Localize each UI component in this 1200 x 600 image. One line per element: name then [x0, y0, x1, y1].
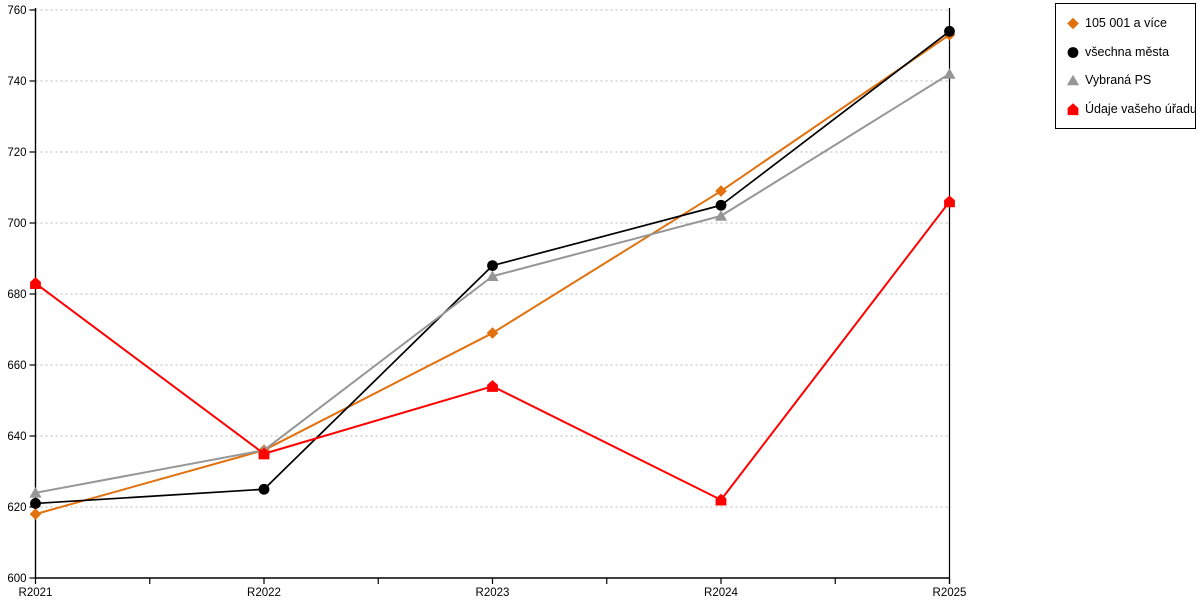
series-line [34, 201, 951, 501]
data-point [944, 25, 955, 37]
legend-label: 105 001 a více [1085, 16, 1168, 31]
data-point [30, 277, 41, 289]
data-point [715, 185, 727, 197]
x-tick-label: R2022 [247, 587, 281, 599]
data-point [487, 260, 498, 271]
data-point [943, 68, 956, 79]
triangle-glyph [1066, 74, 1080, 86]
legend-label: Vybraná PS [1085, 73, 1152, 88]
x-tick-label: R2024 [704, 587, 738, 599]
circle-marker-icon [1067, 46, 1079, 58]
data-point [714, 210, 728, 221]
legend-item-vsechna-mesta: všechna města [1065, 39, 1191, 65]
x-tick-label: R2023 [476, 587, 510, 599]
y-tick-label: 760 [7, 5, 26, 17]
diamond-glyph [1067, 17, 1079, 30]
y-tick-label: 740 [7, 76, 26, 88]
diamond-marker-icon [1067, 17, 1079, 30]
y-tick-label: 600 [7, 573, 26, 585]
y-tick-label: 680 [7, 289, 26, 301]
x-tick-label: R2025 [933, 587, 967, 599]
chart-legend: 105 001 a více všechna města Vybraná PS … [1055, 3, 1197, 129]
triangle-marker-icon [1066, 74, 1080, 86]
y-tick-label: 700 [7, 218, 26, 230]
legend-label: Údaje vašeho úřadu [1085, 101, 1197, 116]
x-tick-label: R2021 [19, 587, 53, 599]
data-point [486, 270, 499, 282]
y-tick-label: 640 [7, 431, 26, 443]
circle-glyph [1067, 46, 1079, 58]
data-point [715, 199, 727, 211]
pentagon-glyph [1067, 103, 1079, 115]
data-point [715, 493, 727, 506]
legend-item-105-001-a-vice: 105 001 a více [1065, 10, 1191, 36]
y-tick-label: 620 [7, 502, 26, 514]
data-point [29, 487, 42, 498]
data-point [29, 508, 42, 520]
legend-label: všechna města [1085, 44, 1170, 59]
data-point [258, 447, 270, 460]
pentagon-marker-icon [1067, 103, 1079, 115]
legend-item-vybrana-ps: Vybraná PS [1065, 67, 1191, 93]
data-point [487, 380, 498, 392]
data-point [30, 498, 41, 509]
y-tick-label: 720 [7, 147, 26, 159]
data-point [486, 327, 499, 339]
legend-item-udaje-vaseho-uradu: Údaje vašeho úřadu [1065, 96, 1197, 122]
data-point [258, 483, 270, 495]
data-point [944, 195, 955, 208]
y-tick-label: 660 [7, 360, 26, 372]
